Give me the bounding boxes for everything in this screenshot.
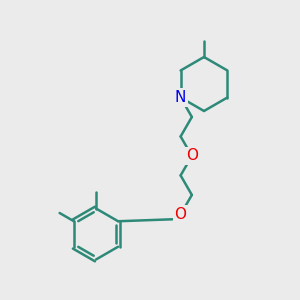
Text: O: O — [186, 148, 198, 164]
Text: O: O — [175, 207, 187, 222]
Text: N: N — [175, 90, 186, 105]
